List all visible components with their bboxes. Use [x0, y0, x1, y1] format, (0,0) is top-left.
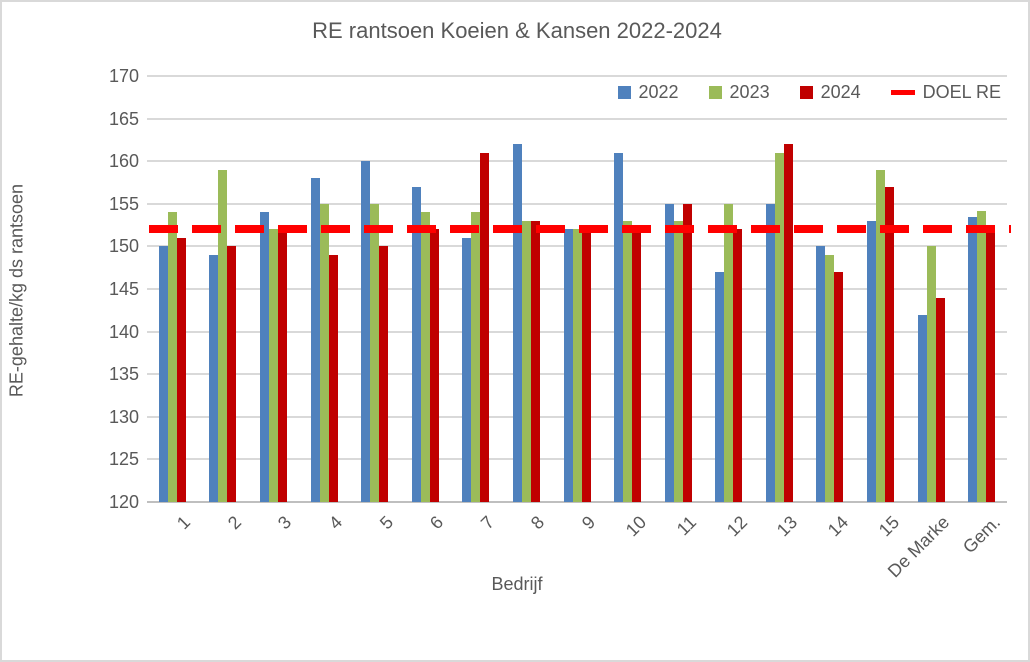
bar-2024-15 [885, 186, 895, 502]
gridline [147, 160, 1007, 163]
bar-2022-3 [259, 212, 269, 502]
bar-2023-de-marke [926, 246, 936, 502]
bar-2023-2 [218, 169, 228, 502]
bar-2023-9 [572, 229, 582, 502]
bar-2022-15 [867, 220, 877, 502]
bar-2024-2 [227, 246, 237, 502]
bar-2024-12 [733, 229, 743, 502]
bar-2022-10 [614, 152, 624, 502]
bar-2024-9 [581, 229, 591, 502]
bar-2022-11 [664, 203, 674, 502]
bar-2023-15 [876, 169, 886, 502]
legend-label: DOEL RE [922, 82, 1001, 102]
bar-2022-6 [411, 186, 421, 502]
gridline [147, 202, 1007, 205]
bar-2024-1 [176, 237, 186, 502]
bar-2023-5 [370, 203, 380, 502]
legend-item-2023: 2023 [708, 82, 770, 103]
y-tick-label: 150 [108, 236, 139, 257]
gridline [147, 117, 1007, 120]
legend-dash-icon [890, 90, 915, 95]
bar-2023-10 [623, 220, 633, 502]
legend-item-doel-re: DOEL RE [890, 82, 1001, 103]
y-axis-title: RE-gehalte/kg ds rantsoen [6, 183, 27, 398]
bar-2023-1 [167, 212, 177, 502]
bar-2022-9 [563, 229, 573, 502]
legend-label: 2022 [638, 82, 679, 102]
bar-2024-14 [834, 271, 844, 502]
bar-2022-8 [512, 144, 522, 502]
bar-2022-4 [310, 178, 320, 502]
bar-2022-2 [209, 254, 219, 502]
bar-2022-7 [462, 237, 472, 502]
y-tick-label: 130 [108, 406, 139, 427]
y-tick-label: 140 [108, 321, 139, 342]
y-tick-label: 170 [108, 66, 139, 86]
bar-2024-4 [328, 254, 338, 502]
legend-swatch-2023-icon [708, 86, 722, 99]
legend-label: 2023 [729, 82, 770, 102]
legend-swatch-2022-icon [617, 86, 631, 99]
bar-2023-14 [825, 254, 835, 502]
bar-2022-12 [715, 271, 725, 502]
bar-2023-3 [268, 229, 278, 502]
bar-2024-8 [530, 220, 540, 502]
bar-2024-11 [682, 203, 692, 502]
y-tick-label: 165 [108, 108, 139, 129]
bar-2022-14 [816, 246, 826, 502]
chart-title: RE rantsoen Koeien & Kansen 2022-2024 [312, 18, 722, 43]
target-line-doel-re [149, 225, 1011, 234]
bar-2023-4 [319, 203, 329, 502]
bar-2023-6 [420, 212, 430, 502]
bar-2023-8 [521, 220, 531, 502]
bar-2022-gem- [968, 216, 978, 502]
y-tick-label: 125 [108, 449, 139, 470]
bar-2024-10 [632, 229, 642, 502]
bar-2023-7 [471, 212, 481, 502]
bar-2023-12 [724, 203, 734, 502]
bar-2024-5 [379, 246, 389, 502]
y-tick-label: 155 [108, 193, 139, 214]
bar-2024-de-marke [935, 297, 945, 502]
x-axis-line [147, 501, 1007, 503]
bar-2024-13 [783, 144, 793, 502]
bar-2022-13 [765, 203, 775, 502]
bar-2022-de-marke [917, 314, 927, 502]
bar-2024-6 [429, 229, 439, 502]
bar-2023-gem- [977, 210, 987, 502]
bar-2024-gem- [986, 225, 996, 502]
gridline [147, 75, 1007, 77]
legend: 2022 2023 2024 DOEL RE [617, 82, 1001, 103]
legend-item-2022: 2022 [617, 82, 679, 103]
bar-2023-13 [774, 152, 784, 502]
legend-swatch-2024-icon [799, 86, 813, 99]
x-axis-title: Bedrijf [491, 574, 543, 594]
bar-2024-7 [480, 152, 490, 502]
bar-2022-1 [158, 246, 168, 502]
bar-2022-5 [361, 161, 371, 502]
y-tick-label: 120 [108, 492, 139, 512]
bar-2023-11 [673, 220, 683, 502]
legend-label: 2024 [820, 82, 861, 102]
legend-item-2024: 2024 [799, 82, 861, 103]
y-tick-label: 160 [108, 151, 139, 172]
bar-2024-3 [277, 229, 287, 502]
y-tick-label: 145 [108, 279, 139, 299]
y-tick-label: 135 [108, 364, 139, 385]
